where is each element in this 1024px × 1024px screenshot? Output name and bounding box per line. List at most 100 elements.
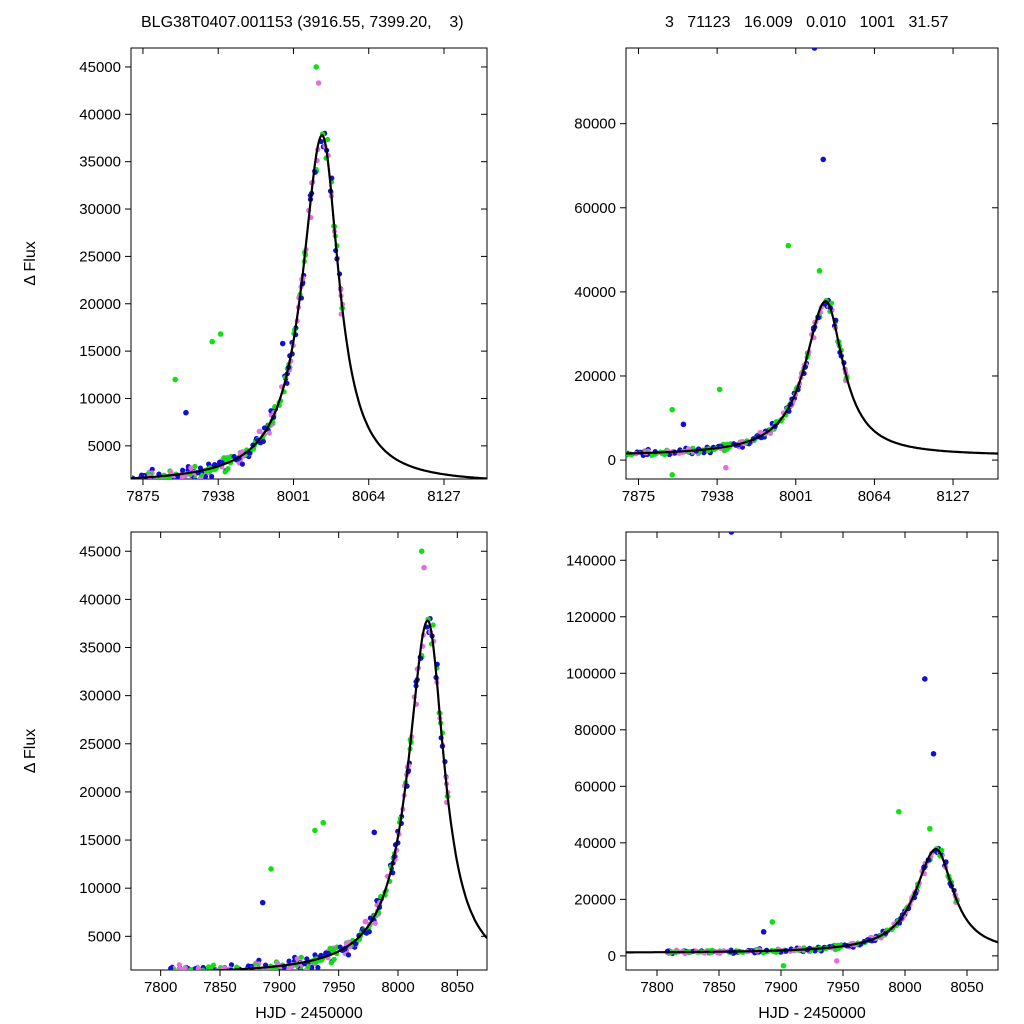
data-point-blue — [256, 957, 262, 963]
data-point-blue — [596, 451, 601, 456]
data-point-blue — [61, 475, 66, 480]
y-tick-label: 60000 — [574, 200, 616, 217]
data-point-green — [298, 954, 304, 960]
y-tick-label: 20000 — [574, 891, 616, 908]
data-point-green — [90, 478, 95, 483]
data-point-blue — [553, 450, 558, 455]
data-point-magenta — [113, 475, 118, 480]
data-point-green — [555, 452, 560, 457]
data-point-magenta — [89, 475, 94, 480]
data-point-magenta — [581, 450, 586, 455]
data-point-magenta — [553, 452, 558, 457]
outlier-point-blue — [279, 340, 286, 347]
data-point-green — [111, 474, 116, 479]
outlier-point-green — [320, 819, 327, 826]
data-point-green — [325, 136, 331, 143]
data-point-green — [430, 622, 436, 628]
data-point-magenta — [70, 471, 75, 476]
data-point-green — [71, 477, 76, 482]
y-tick-label: 25000 — [79, 248, 121, 265]
data-point-green — [596, 452, 601, 457]
data-point-blue — [572, 451, 577, 456]
y-tick-label: 100000 — [566, 665, 616, 682]
data-point-green — [588, 451, 593, 456]
data-point-magenta — [186, 971, 191, 976]
data-points — [664, 532, 960, 969]
data-point-blue — [62, 474, 67, 479]
data-point-magenta — [61, 479, 66, 484]
x-tick-label: 7800 — [640, 979, 673, 996]
data-point-green — [103, 478, 108, 483]
data-point-blue — [122, 477, 127, 482]
data-point-magenta — [214, 968, 220, 970]
outlier-point-green — [780, 962, 787, 969]
x-tick-label: 8000 — [888, 979, 921, 996]
data-point-magenta — [294, 956, 300, 962]
data-point-green — [555, 453, 560, 458]
data-point-blue — [239, 461, 246, 467]
data-point-magenta — [176, 970, 181, 975]
data-point-magenta — [617, 452, 622, 457]
x-tick-label: 7938 — [700, 488, 733, 505]
data-point-blue — [94, 474, 99, 479]
y-tick-label: 25000 — [79, 736, 121, 753]
data-point-magenta — [169, 971, 174, 976]
data-point-green — [121, 475, 126, 480]
x-tick-label: 7875 — [622, 488, 655, 505]
data-point-blue — [245, 963, 251, 969]
outlier-point-blue — [680, 421, 687, 428]
data-point-green — [331, 946, 337, 952]
outlier-point-green — [209, 338, 216, 345]
data-point-green — [192, 463, 198, 469]
y-tick-label: 5000 — [88, 928, 121, 945]
data-point-blue — [315, 964, 321, 970]
y-tick-label: 80000 — [574, 722, 616, 739]
data-point-green — [111, 478, 116, 483]
data-point-magenta — [78, 483, 83, 488]
data-point-green — [200, 967, 206, 970]
data-point-magenta — [569, 452, 574, 457]
data-point-green — [595, 450, 600, 455]
data-point-magenta — [185, 974, 190, 979]
data-point-blue — [145, 480, 150, 485]
data-point-magenta — [372, 920, 378, 926]
data-point-green — [81, 476, 86, 481]
model-curve — [626, 848, 998, 954]
data-point-blue — [70, 475, 75, 480]
data-point-blue — [115, 474, 120, 479]
data-point-magenta — [222, 965, 228, 970]
data-point-blue — [104, 476, 109, 481]
outlier-point-green — [217, 331, 224, 337]
y-tick-label: 40000 — [574, 284, 616, 301]
data-point-magenta — [75, 474, 80, 479]
data-point-magenta — [582, 451, 587, 456]
data-point-blue — [701, 450, 707, 456]
data-point-green — [327, 945, 333, 951]
data-point-magenta — [79, 480, 84, 485]
y-tick-label: 80000 — [574, 116, 616, 133]
data-point-blue — [309, 964, 315, 970]
data-point-green — [242, 969, 244, 970]
data-point-blue — [101, 479, 106, 484]
model-curve — [626, 300, 998, 455]
x-axis-title: HJD - 2450000 — [255, 1005, 363, 1022]
outlier-point-green — [927, 825, 933, 832]
outlier-point-blue — [930, 751, 937, 757]
data-point-green — [94, 477, 99, 482]
outlier-point-blue — [259, 899, 266, 906]
data-point-blue — [197, 465, 204, 471]
data-point-magenta — [122, 478, 127, 483]
data-point-magenta — [570, 454, 575, 459]
y-axis-title: Δ Flux — [22, 241, 39, 285]
plot-frame — [625, 531, 999, 971]
header-star-id: BLG38T0407.001153 (3916.55, 7399.20, 3) — [141, 14, 464, 31]
data-point-magenta — [218, 973, 223, 978]
data-point-magenta — [257, 428, 263, 434]
data-point-magenta — [558, 452, 563, 457]
y-tick-label: 20000 — [79, 296, 121, 313]
data-point-magenta — [62, 480, 67, 485]
y-tick-label: 35000 — [79, 640, 121, 657]
data-point-blue — [202, 473, 209, 479]
data-point-blue — [600, 451, 605, 456]
